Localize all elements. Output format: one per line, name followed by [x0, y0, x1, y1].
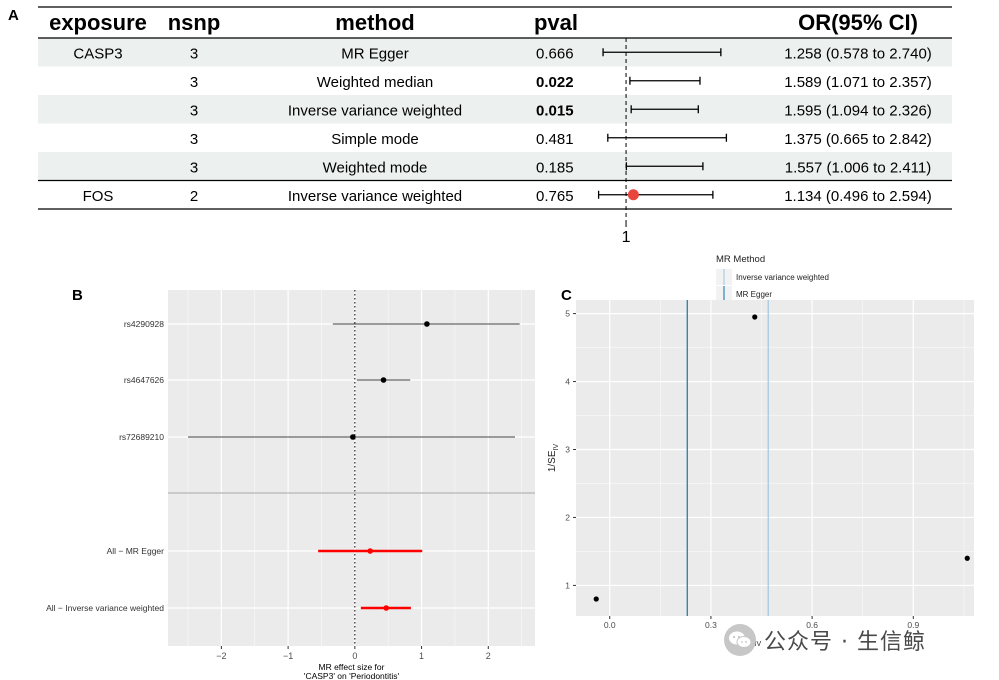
method-label: All − MR Egger [107, 546, 165, 556]
x-tick-label: −2 [216, 651, 226, 661]
y-tick-label: 3 [565, 445, 570, 455]
x-axis-title-sub: IV [755, 641, 762, 648]
cell-nsnp: 3 [190, 131, 198, 148]
cell-pval: 0.185 [536, 159, 574, 176]
snp-point [593, 596, 599, 602]
cell-pval: 0.481 [536, 131, 574, 148]
cell-or: 1.595 (1.094 to 2.326) [784, 102, 932, 119]
x-tick-label: 2 [486, 651, 491, 661]
table-row-shade [38, 152, 952, 181]
y-axis-title: 1/SEIV [547, 444, 560, 473]
plot-background [168, 290, 535, 646]
y-tick-label: 2 [565, 512, 570, 522]
x-tick-label: 1 [419, 651, 424, 661]
wechat-icon [724, 624, 756, 656]
snp-label: rs72689210 [119, 432, 164, 442]
x-tick-label: 0.9 [907, 620, 919, 630]
snp-point [964, 555, 970, 561]
x-tick-label: 0.6 [806, 620, 818, 630]
y-tick-label: 5 [565, 309, 570, 319]
forest-table-chart: exposure nsnp method pval OR(95% CI) CASP3 3 MR… [38, 6, 952, 245]
cell-nsnp: 3 [190, 45, 198, 62]
watermark-text: 公众号 · 生信鲸 [764, 630, 926, 655]
cell-or: 1.258 (0.578 to 2.740) [784, 45, 932, 62]
method-label: All − Inverse variance weighted [46, 603, 164, 613]
panel-c-label: C [561, 287, 572, 304]
x-tick-label: 0.3 [705, 620, 717, 630]
cell-pval: 0.765 [536, 188, 574, 205]
cell-method: Weighted median [317, 74, 433, 91]
reference-label: 1 [622, 229, 631, 245]
cell-method: Weighted mode [323, 159, 428, 176]
header-exposure: exposure [49, 10, 147, 35]
legend-title: MR Method [716, 254, 765, 265]
snp-point [424, 321, 430, 327]
funnel-chart: MR Method Inverse variance weighted MR Egg… [547, 254, 974, 648]
watermark: 公众号 · 生信鲸 [724, 624, 926, 656]
legend-label: MR Egger [736, 290, 772, 299]
cell-or: 1.557 (1.006 to 2.411) [785, 159, 932, 176]
cell-method: Simple mode [331, 131, 419, 148]
plot-background [576, 300, 974, 616]
cell-pval: 0.666 [536, 45, 574, 62]
cell-pval: 0.015 [536, 102, 574, 119]
header-nsnp: nsnp [168, 10, 221, 35]
cell-method: Inverse variance weighted [288, 102, 462, 119]
cell-nsnp: 2 [190, 188, 198, 205]
cell-method: MR Egger [341, 45, 409, 62]
x-axis-title-line1: MR effect size for [319, 662, 385, 672]
y-tick-label: 4 [565, 377, 570, 387]
header-pval: pval [534, 10, 578, 35]
cell-or: 1.134 (0.496 to 2.594) [784, 188, 932, 205]
x-tick-label: 0.0 [604, 620, 616, 630]
snp-label: rs4647626 [124, 375, 164, 385]
panel-b-label: B [72, 287, 83, 304]
cell-pval: 0.022 [536, 74, 574, 91]
cell-nsnp: 3 [190, 74, 198, 91]
cell-or: 1.589 (1.071 to 2.357) [784, 74, 932, 91]
table-row-shade [38, 38, 952, 67]
method-point [367, 548, 373, 554]
cell-method: Inverse variance weighted [288, 188, 462, 205]
x-axis-title-line2: 'CASP3' on 'Periodontitis' [304, 671, 400, 680]
snp-point [380, 377, 387, 383]
snp-point [752, 314, 758, 320]
cell-nsnp: 3 [190, 159, 198, 176]
y-axis-title-main: 1/SE [547, 450, 558, 472]
y-tick-label: 1 [565, 580, 570, 590]
x-tick-label: 0 [352, 651, 357, 661]
header-method: method [335, 10, 414, 35]
snp-point [350, 434, 356, 440]
panel-a-label: A [8, 7, 19, 24]
header-or: OR(95% CI) [798, 10, 918, 35]
cell-nsnp: 3 [190, 102, 198, 119]
x-tick-label: −1 [283, 651, 293, 661]
snp-label: rs4290928 [124, 319, 164, 329]
snp-forest-chart: rs4290928 rs4647626 rs72689210 All − MR Egg… [46, 290, 535, 680]
or-point [627, 189, 639, 201]
table-row-shade [38, 95, 952, 124]
method-point [383, 605, 389, 611]
y-axis-title-sub: IV [553, 444, 560, 451]
cell-exposure: CASP3 [73, 45, 122, 62]
cell-exposure: FOS [83, 188, 114, 205]
cell-or: 1.375 (0.665 to 2.842) [784, 131, 932, 148]
legend-label: Inverse variance weighted [736, 273, 829, 282]
